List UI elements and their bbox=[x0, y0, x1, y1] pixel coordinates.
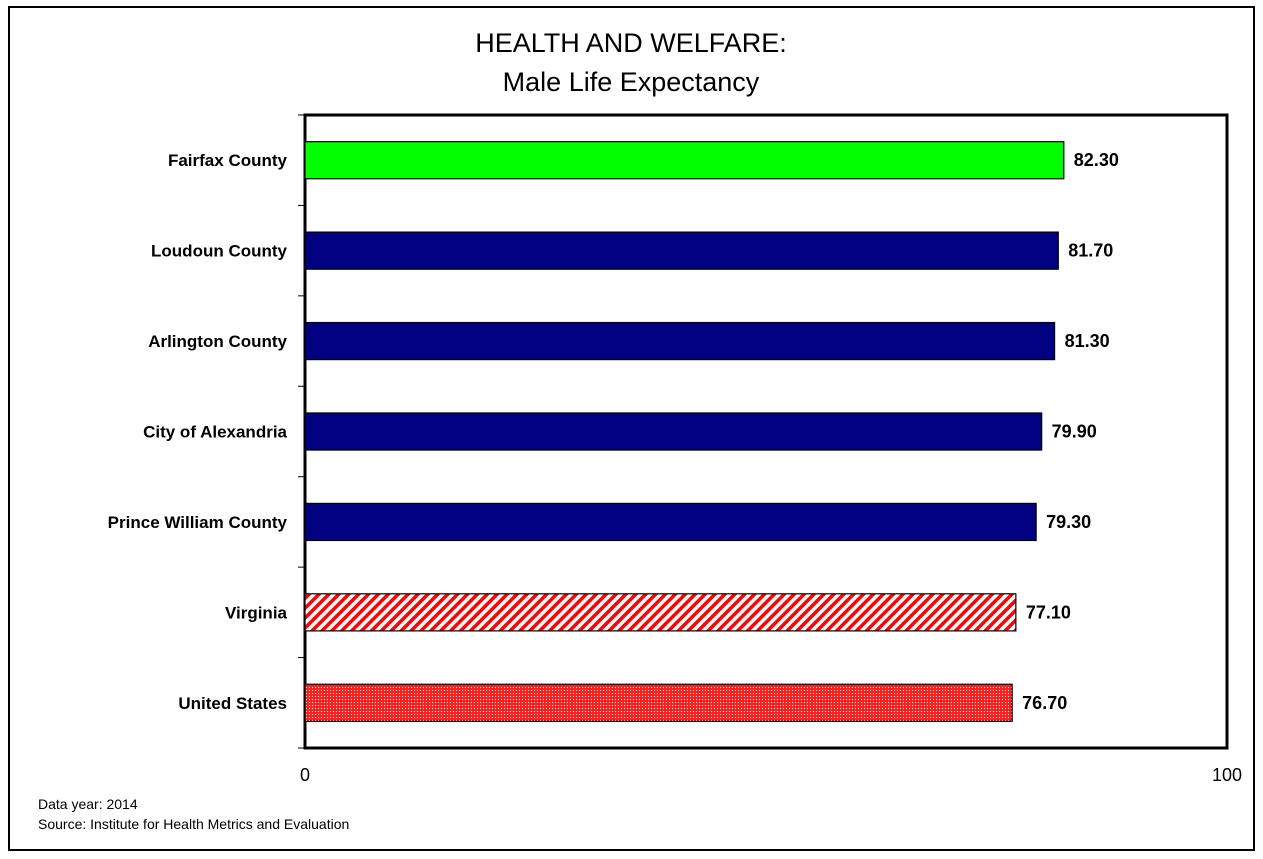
value-label-loudoun-county: 81.70 bbox=[1068, 241, 1113, 261]
category-label-city-of-alexandria: City of Alexandria bbox=[143, 423, 287, 442]
category-label-prince-william-county: Prince William County bbox=[108, 513, 288, 532]
category-label-arlington-county: Arlington County bbox=[148, 332, 287, 351]
value-label-city-of-alexandria: 79.90 bbox=[1052, 422, 1097, 442]
value-label-united-states: 76.70 bbox=[1022, 693, 1067, 713]
category-label-united-states: United States bbox=[178, 694, 287, 713]
bar-city-of-alexandria bbox=[304, 412, 1043, 451]
chart-title: HEALTH AND WELFARE: bbox=[475, 28, 787, 58]
category-label-virginia: Virginia bbox=[225, 603, 288, 622]
bar-united-states bbox=[304, 683, 1013, 722]
x-tick-label: 100 bbox=[1212, 765, 1242, 785]
category-label-fairfax-county: Fairfax County bbox=[168, 151, 288, 170]
value-label-prince-william-county: 79.30 bbox=[1046, 512, 1091, 532]
category-label-loudoun-county: Loudoun County bbox=[151, 242, 288, 261]
bar-fairfax-county bbox=[304, 141, 1065, 180]
bars-layer: 82.30 81.70 81.30 79.90 79.30 77.10 76.70 bbox=[304, 141, 1119, 722]
value-label-arlington-county: 81.30 bbox=[1065, 331, 1110, 351]
bar-loudoun-county bbox=[304, 231, 1059, 270]
x-tick-label: 0 bbox=[300, 765, 310, 785]
chart-subtitle: Male Life Expectancy bbox=[503, 67, 760, 97]
bar-prince-william-county bbox=[304, 502, 1037, 542]
axis-layer: Fairfax County Loudoun County Arlington Co… bbox=[108, 114, 1242, 785]
bar-virginia bbox=[304, 593, 1017, 632]
bar-arlington-county bbox=[304, 321, 1056, 361]
data-year-note: Data year: 2014 bbox=[38, 796, 138, 812]
source-note: Source: Institute for Health Metrics and… bbox=[38, 816, 350, 832]
value-label-fairfax-county: 82.30 bbox=[1074, 150, 1119, 170]
value-label-virginia: 77.10 bbox=[1026, 602, 1071, 622]
